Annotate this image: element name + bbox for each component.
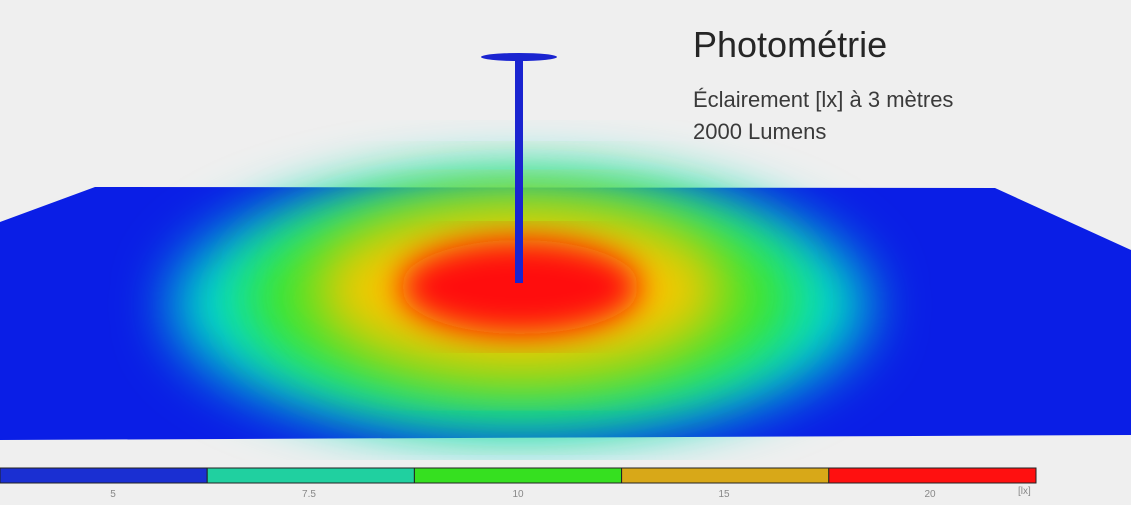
legend-tick-label: 10 bbox=[512, 489, 524, 500]
luminaire bbox=[481, 53, 557, 283]
subtitle-lumens: 2000 Lumens bbox=[693, 119, 827, 144]
legend-swatch bbox=[206, 467, 415, 484]
zone-20-lx bbox=[400, 240, 640, 334]
legend-swatch bbox=[621, 467, 830, 484]
luminaire-head bbox=[481, 53, 557, 61]
luminaire-pole bbox=[515, 58, 523, 283]
subtitle: Éclairement [lx] à 3 mètres 2000 Lumens bbox=[693, 84, 953, 148]
color-legend: 5 7.5 10 15 20 [lx] bbox=[0, 467, 1037, 500]
legend-tick-label: 20 bbox=[924, 489, 936, 500]
illuminance-zones bbox=[170, 173, 870, 437]
legend-swatch bbox=[0, 467, 208, 484]
legend-unit-label: [lx] bbox=[1018, 486, 1031, 497]
illuminance-scene bbox=[0, 53, 1131, 440]
legend-tick-label: 7.5 bbox=[302, 489, 316, 500]
legend-tick-label: 15 bbox=[718, 489, 730, 500]
legend-tick-label: 5 bbox=[110, 489, 116, 500]
legend-swatch bbox=[828, 467, 1037, 484]
subtitle-illuminance: Éclairement [lx] à 3 mètres bbox=[693, 87, 954, 112]
page-title: Photométrie bbox=[693, 24, 888, 65]
legend-swatch bbox=[413, 467, 623, 484]
